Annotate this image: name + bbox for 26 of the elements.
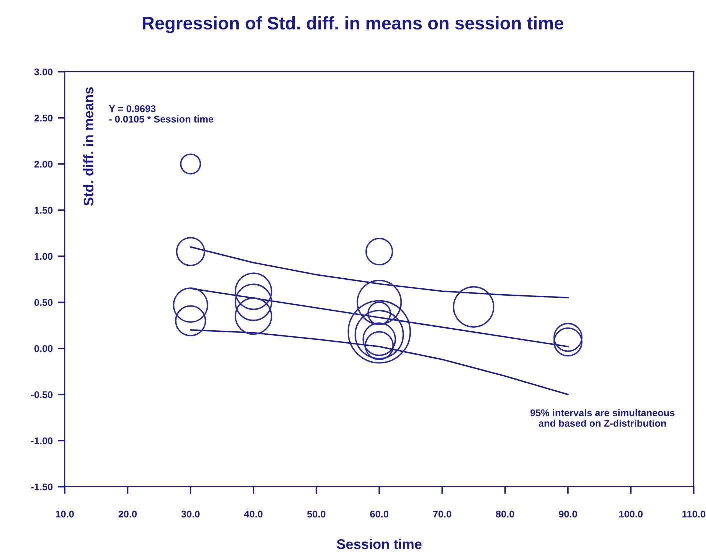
y-tick-label: 3.00 <box>34 68 53 76</box>
y-tick-label: 0.50 <box>34 299 53 306</box>
y-tick-label: 2.50 <box>34 114 53 122</box>
annotation: 95% intervals are simultaneous and based on Z-distribution <box>530 409 675 427</box>
y-tick-label: 1.50 <box>34 207 53 214</box>
y-tick-label: 2.00 <box>34 160 53 168</box>
x-tick-label: 80.0 <box>496 510 514 518</box>
y-tick-label: 0.00 <box>34 345 53 352</box>
x-tick-label: 40.0 <box>244 510 263 518</box>
x-axis-title: Session time <box>337 539 422 550</box>
x-tick-label: 100.0 <box>620 510 643 518</box>
y-tick-label: -1.00 <box>31 438 53 445</box>
x-tick-label: 90.0 <box>559 510 578 518</box>
x-tick-label: 110.0 <box>682 510 706 518</box>
x-tick-label: 20.0 <box>118 510 137 518</box>
chart-title: Regression of Std. diff. in means on session time <box>143 16 564 34</box>
y-tick-label: -0.50 <box>31 392 53 398</box>
annotation: Y = 0.9693 - 0.0105 * Session time <box>109 105 214 123</box>
x-tick-label: 50.0 <box>307 510 326 518</box>
x-tick-label: 30.0 <box>182 510 200 518</box>
x-tick-label: 70.0 <box>433 510 452 518</box>
x-tick-label: 10.0 <box>56 510 74 518</box>
x-tick-label: 60.0 <box>370 510 389 518</box>
y-tick-label: -1.50 <box>31 484 53 491</box>
y-tick-label: 1.00 <box>34 253 53 260</box>
y-axis-title: Std. diff. in means <box>84 87 94 206</box>
